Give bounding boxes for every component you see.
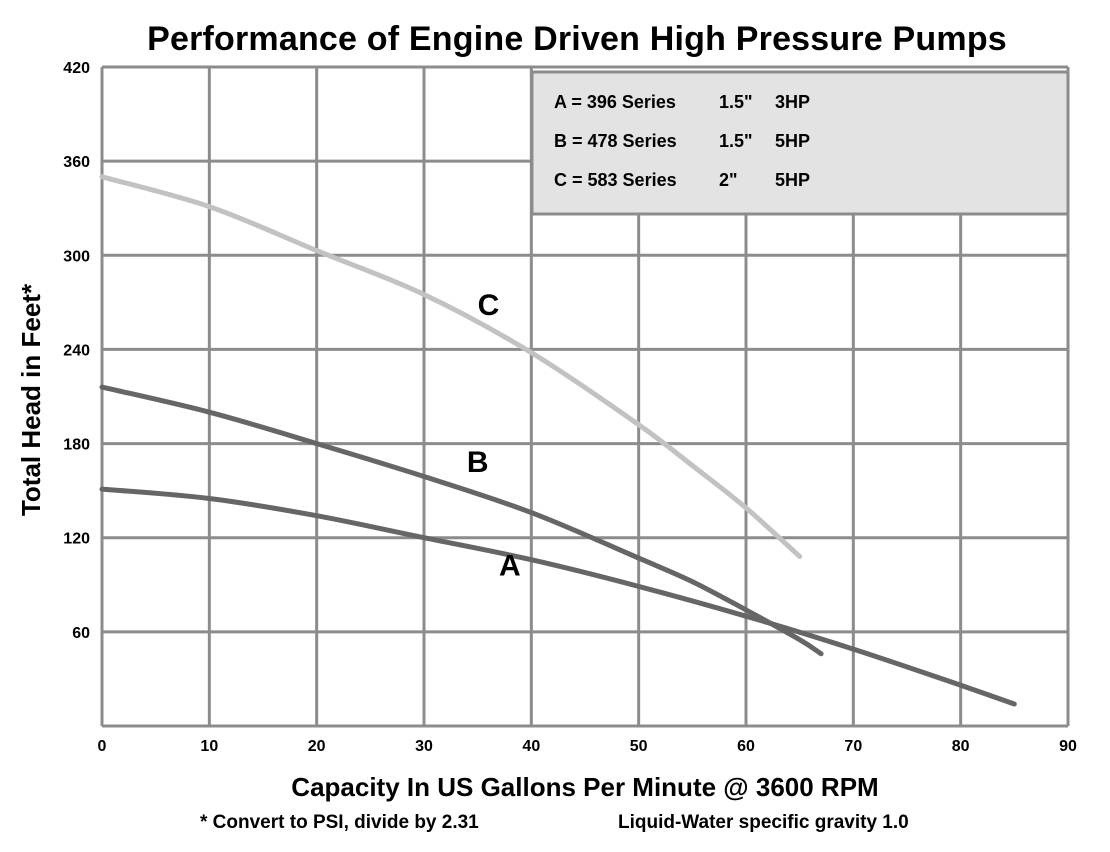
x-tick-label: 20 <box>308 738 326 755</box>
legend-entry-size: 1.5" <box>719 92 753 112</box>
y-tick-label: 60 <box>72 625 90 642</box>
series-line-c <box>99 174 803 559</box>
x-tick-label: 30 <box>415 738 433 755</box>
curve-labels: A B C <box>467 289 521 582</box>
legend-entry-size: 2" <box>719 170 738 190</box>
x-tick-label: 90 <box>1059 738 1077 755</box>
series-line-b <box>99 384 824 657</box>
legend-entry-key: B = 478 Series <box>554 131 677 151</box>
y-tick-label: 120 <box>63 531 90 548</box>
y-tick-label: 420 <box>63 60 90 77</box>
footnote-psi-conversion: * Convert to PSI, divide by 2.31 <box>200 812 479 833</box>
y-tick-label: 240 <box>63 342 90 359</box>
curve-label-b: B <box>467 446 489 479</box>
x-tick-label: 0 <box>98 738 107 755</box>
x-tick-label: 40 <box>522 738 540 755</box>
x-tick-label: 80 <box>952 738 970 755</box>
legend-box <box>530 70 1070 216</box>
y-tick-label: 360 <box>63 154 90 171</box>
legend-entry-power: 5HP <box>775 170 810 190</box>
x-axis-label: Capacity In US Gallons Per Minute @ 3600… <box>291 772 878 802</box>
y-tick-label: 300 <box>63 248 90 265</box>
footnote-specific-gravity: Liquid-Water specific gravity 1.0 <box>618 812 909 833</box>
curve-label-c: C <box>478 289 500 322</box>
legend: A = 396 Series 1.5" 3HP B = 478 Series 1.5" 5… <box>530 70 1070 216</box>
chart-title: Performance of Engine Driven High Pressu… <box>147 20 1007 58</box>
legend-entry-key: C = 583 Series <box>554 170 677 190</box>
x-tick-label: 60 <box>737 738 755 755</box>
series-line-a <box>99 486 1017 707</box>
x-tick-label: 70 <box>844 738 862 755</box>
axis-ticks: 0 10 20 30 40 50 60 70 80 90 60 120 180 240 300 360 420 <box>63 60 1077 755</box>
x-tick-label: 50 <box>630 738 648 755</box>
y-tick-label: 180 <box>63 437 90 454</box>
series-lines <box>99 174 1017 707</box>
y-axis-label: Total Head in Feet* <box>16 283 46 516</box>
x-tick-label: 10 <box>200 738 218 755</box>
legend-entry-key: A = 396 Series <box>554 92 676 112</box>
legend-entry-size: 1.5" <box>719 131 753 151</box>
grid <box>100 65 1070 728</box>
legend-entry-power: 3HP <box>775 92 810 112</box>
legend-entry-power: 5HP <box>775 131 810 151</box>
curve-label-a: A <box>499 549 521 582</box>
